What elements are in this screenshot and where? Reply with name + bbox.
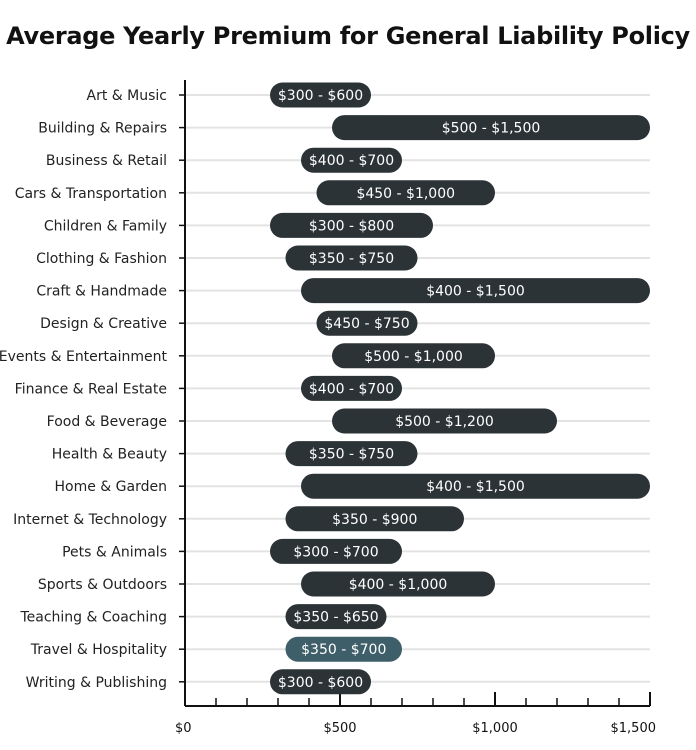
- bar-value-label: $350 - $900: [332, 512, 417, 528]
- range-bar: [285, 441, 418, 467]
- bar-value-label: $450 - $1,000: [356, 186, 455, 202]
- range-bar: [301, 571, 495, 597]
- bar-value-label: $350 - $750: [309, 251, 394, 267]
- bar-value-label: $400 - $1,000: [349, 577, 448, 593]
- category-label: Sports & Outdoors: [38, 577, 167, 593]
- category-label: Food & Beverage: [47, 414, 167, 430]
- bar-value-label: $300 - $600: [278, 675, 363, 691]
- category-label: Events & Entertainment: [0, 349, 168, 365]
- range-bar: [332, 115, 650, 141]
- range-bar: [332, 408, 557, 434]
- category-label: Art & Music: [87, 88, 167, 104]
- range-bar: [285, 506, 464, 532]
- range-bar: [301, 375, 402, 401]
- range-bar: [301, 473, 650, 499]
- category-label: Pets & Animals: [62, 544, 167, 560]
- bar-value-label: $300 - $700: [293, 544, 378, 560]
- range-bar: [270, 82, 371, 108]
- range-bar: [270, 212, 433, 238]
- range-bar: [301, 147, 402, 173]
- bar-value-label: $350 - $650: [293, 610, 378, 626]
- bar-value-label: $400 - $1,500: [426, 479, 525, 495]
- range-bar: [270, 669, 371, 695]
- bar-value-label: $400 - $700: [309, 381, 394, 397]
- x-tick-label: $1,500: [611, 721, 657, 736]
- category-label: Finance & Real Estate: [15, 381, 167, 397]
- category-label: Design & Creative: [40, 316, 167, 332]
- x-tick-label: $0: [175, 721, 192, 736]
- range-bar: [285, 604, 387, 630]
- range-bar: [301, 278, 650, 304]
- bar-value-label: $300 - $800: [309, 218, 394, 234]
- category-label: Children & Family: [44, 218, 167, 234]
- range-bar: [316, 310, 418, 336]
- range-bar: [285, 245, 418, 271]
- category-label: Clothing & Fashion: [36, 251, 167, 267]
- category-label: Business & Retail: [46, 153, 167, 169]
- x-tick-label: $500: [323, 721, 356, 736]
- range-bar: [285, 636, 402, 662]
- category-label: Travel & Hospitality: [30, 642, 167, 658]
- category-label: Building & Repairs: [38, 121, 167, 137]
- bar-value-label: $500 - $1,200: [395, 414, 494, 430]
- category-label: Teaching & Coaching: [19, 610, 167, 626]
- bar-value-label: $300 - $600: [278, 88, 363, 104]
- bar-value-label: $450 - $750: [324, 316, 409, 332]
- category-label: Craft & Handmade: [36, 284, 167, 300]
- category-label: Cars & Transportation: [15, 186, 167, 202]
- range-bar: [316, 180, 495, 206]
- bar-value-label: $400 - $700: [309, 153, 394, 169]
- category-label: Home & Garden: [55, 479, 167, 495]
- bar-value-label: $500 - $1,000: [364, 349, 463, 365]
- category-label: Health & Beauty: [52, 447, 167, 463]
- range-bar: [270, 538, 402, 564]
- category-label: Internet & Technology: [13, 512, 167, 528]
- category-label: Writing & Publishing: [26, 675, 167, 691]
- labels: Art & Music $300 - $600 Building & Repairs…: [0, 88, 656, 736]
- range-bar: [332, 343, 495, 369]
- bar-value-label: $500 - $1,500: [442, 121, 541, 137]
- chart-title: Average Yearly Premium for General Liabi…: [6, 22, 690, 50]
- x-tick-label: $1,000: [472, 721, 518, 736]
- bar-value-label: $350 - $700: [301, 642, 386, 658]
- bar-value-label: $350 - $750: [309, 447, 394, 463]
- axes: [179, 80, 651, 707]
- bars: [270, 82, 650, 695]
- bar-value-label: $400 - $1,500: [426, 284, 525, 300]
